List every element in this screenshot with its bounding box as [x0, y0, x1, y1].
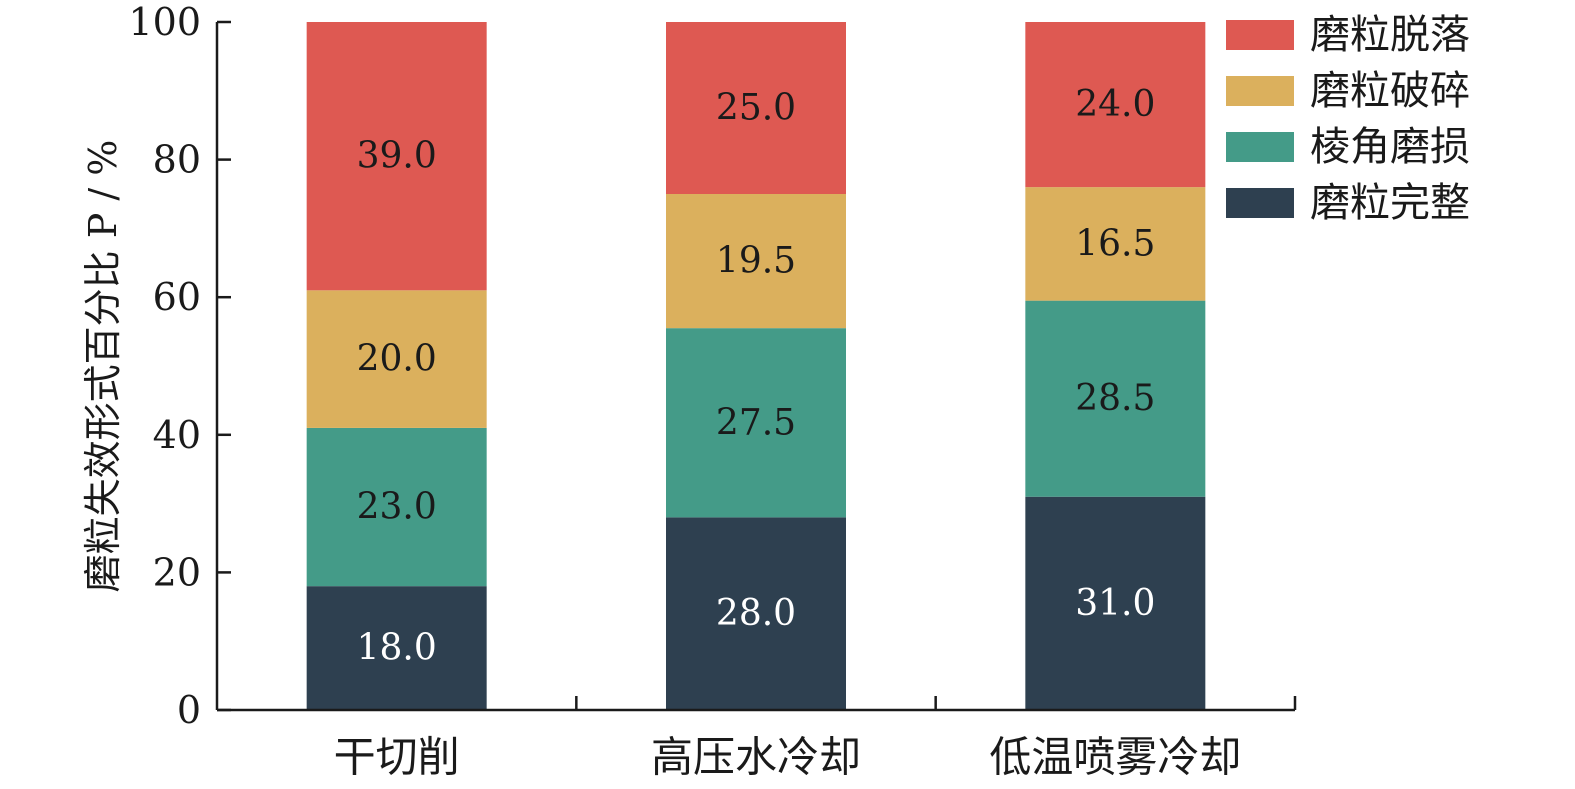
y-axis-label: 磨粒失效形式百分比 P / %	[81, 140, 125, 593]
bar-data-label-1-2: 23.0	[357, 487, 437, 528]
bar-data-labels: 18.0 23.0 20.0 39.0 28.0 27.5 19.5 25.0 31.0 28.5…	[357, 84, 1156, 669]
bar-data-label-3-1: 31.0	[1075, 583, 1155, 624]
legend-swatch	[1226, 188, 1294, 218]
bar-segment-3-4	[1025, 22, 1206, 188]
y-tick-label: 0	[177, 688, 201, 732]
bar-data-label-2-2: 27.5	[716, 402, 796, 443]
bar-data-label-1-4: 39.0	[357, 136, 437, 177]
legend-swatch	[1226, 20, 1294, 50]
y-tick-label: 60	[153, 275, 201, 319]
axes	[215, 22, 1295, 712]
y-tick-label: 80	[153, 138, 201, 182]
x-category-label: 高压水冷却	[651, 733, 861, 782]
legend-label: 磨粒脱落	[1310, 12, 1470, 58]
bar-segment-1-2	[306, 427, 487, 587]
y-tick-label: 100	[128, 0, 201, 44]
bar-data-label-3-2: 28.5	[1075, 378, 1155, 419]
bar-segment-2-4	[666, 22, 846, 194]
x-category-label: 低温喷雾冷却	[989, 733, 1241, 782]
legend-swatch	[1226, 76, 1294, 106]
bar-segment-1-3	[306, 290, 487, 428]
legend-swatch	[1226, 132, 1294, 162]
bar-data-label-1-3: 20.0	[357, 339, 437, 380]
bar-segment-2-2	[666, 328, 846, 518]
y-tick-label: 20	[153, 550, 201, 594]
bar-segment-1-1	[306, 586, 487, 710]
legend-label: 磨粒破碎	[1310, 68, 1470, 114]
x-ticks: 干切削 高压水冷却 低温喷雾冷却	[334, 696, 1297, 782]
bar-segments	[306, 22, 1206, 710]
bar-data-label-3-4: 24.0	[1075, 84, 1155, 125]
bar-segment-2-3	[666, 194, 846, 329]
bar-segment-3-3	[1025, 187, 1206, 301]
bar-data-label-3-3: 16.5	[1075, 223, 1155, 264]
bar-segment-3-1	[1025, 496, 1206, 710]
bar-segment-3-2	[1025, 300, 1206, 497]
x-category-label: 干切削	[334, 733, 460, 782]
y-ticks: 0 20 40 60 80 100	[128, 0, 231, 732]
bar-segment-2-1	[666, 517, 846, 710]
legend-label: 棱角磨损	[1310, 124, 1470, 170]
legend-label: 磨粒完整	[1310, 180, 1470, 226]
y-tick-label: 40	[153, 413, 201, 457]
bar-data-label-2-3: 19.5	[716, 241, 796, 282]
bar-data-label-2-4: 25.0	[716, 88, 796, 129]
bar-segment-1-4	[306, 22, 487, 291]
bar-data-label-2-1: 28.0	[716, 593, 796, 634]
bar-data-label-1-1: 18.0	[357, 628, 437, 669]
